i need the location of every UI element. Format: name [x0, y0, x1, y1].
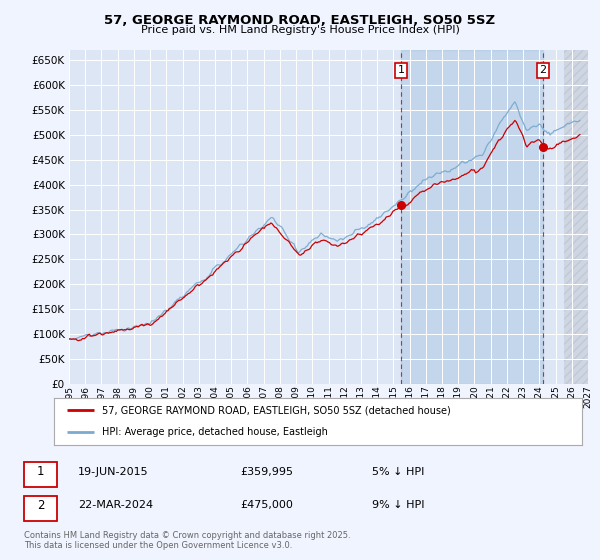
Text: 1: 1 [37, 465, 44, 478]
Text: 5% ↓ HPI: 5% ↓ HPI [372, 467, 424, 477]
Text: 2: 2 [37, 499, 44, 512]
Text: 22-MAR-2024: 22-MAR-2024 [78, 501, 153, 510]
Text: £475,000: £475,000 [240, 501, 293, 510]
Text: 2: 2 [539, 66, 547, 75]
Text: 57, GEORGE RAYMOND ROAD, EASTLEIGH, SO50 5SZ: 57, GEORGE RAYMOND ROAD, EASTLEIGH, SO50… [104, 14, 496, 27]
Text: 1: 1 [397, 66, 404, 75]
Text: HPI: Average price, detached house, Eastleigh: HPI: Average price, detached house, East… [101, 427, 328, 437]
Text: £359,995: £359,995 [240, 467, 293, 477]
Text: Contains HM Land Registry data © Crown copyright and database right 2025.
This d: Contains HM Land Registry data © Crown c… [24, 530, 350, 550]
Bar [401, 50, 543, 384]
Text: 57, GEORGE RAYMOND ROAD, EASTLEIGH, SO50 5SZ (detached house): 57, GEORGE RAYMOND ROAD, EASTLEIGH, SO50… [101, 405, 450, 416]
Text: 9% ↓ HPI: 9% ↓ HPI [372, 501, 425, 510]
Text: 19-JUN-2015: 19-JUN-2015 [78, 467, 149, 477]
Text: Price paid vs. HM Land Registry's House Price Index (HPI): Price paid vs. HM Land Registry's House … [140, 25, 460, 35]
Bar [563, 50, 588, 384]
